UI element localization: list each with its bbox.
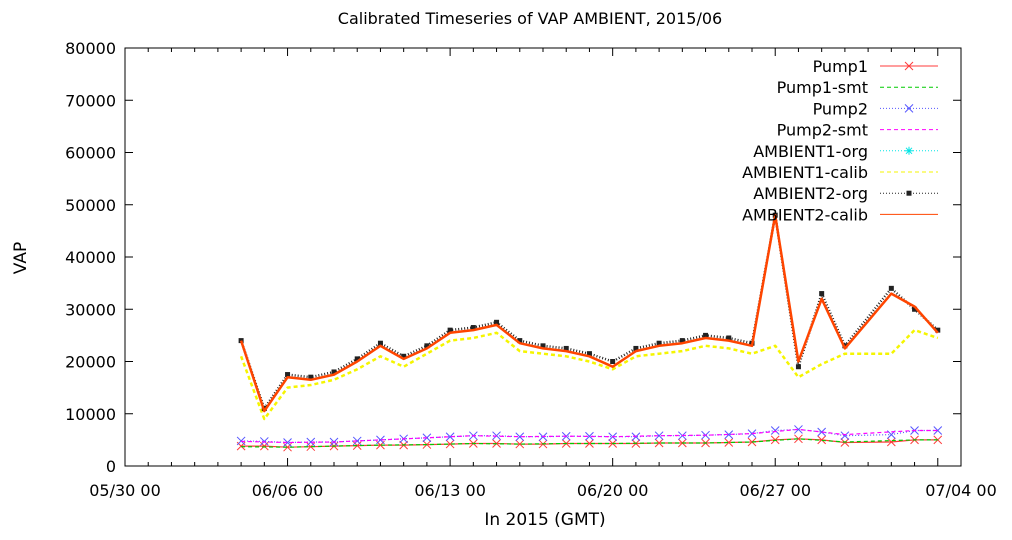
data-point-ambient2-org bbox=[494, 319, 500, 325]
x-axis-label: In 2015 (GMT) bbox=[484, 510, 605, 530]
y-tick-label: 70000 bbox=[65, 91, 116, 110]
y-tick-label: 40000 bbox=[65, 248, 116, 267]
y-tick-label: 60000 bbox=[65, 144, 116, 163]
data-point-pump2 bbox=[794, 425, 803, 434]
legend-label-ambient1-org: AMBIENT1-org bbox=[753, 142, 868, 161]
data-point-ambient2-org bbox=[888, 285, 894, 291]
data-point-ambient2-org bbox=[633, 345, 639, 351]
data-point-ambient2-org bbox=[679, 338, 685, 344]
legend-label-pump1: Pump1 bbox=[813, 57, 868, 76]
data-point-ambient2-org bbox=[424, 343, 430, 349]
data-point-ambient2-org bbox=[285, 372, 291, 378]
data-point-pump1 bbox=[724, 438, 734, 447]
y-tick-label: 10000 bbox=[65, 405, 116, 424]
series-line-ambient2-calib bbox=[239, 213, 939, 413]
data-point-pump1 bbox=[585, 439, 594, 448]
data-point-ambient2-org bbox=[586, 351, 592, 357]
data-point-ambient2-org bbox=[401, 353, 407, 359]
data-point-pump1 bbox=[817, 435, 827, 445]
data-point-pump2 bbox=[352, 436, 362, 446]
data-point-pump1 bbox=[886, 437, 896, 447]
y-axis-label: VAP bbox=[11, 242, 31, 274]
y-tick-label: 50000 bbox=[65, 196, 116, 215]
data-point-pump2 bbox=[770, 426, 780, 435]
data-point-pump2 bbox=[283, 438, 292, 447]
series-layer bbox=[236, 212, 943, 452]
legend-label-pump1-smt: Pump1-smt bbox=[777, 78, 868, 97]
data-point-ambient2-org bbox=[308, 374, 314, 380]
legend-marker-ambient2-org bbox=[906, 190, 912, 196]
x-tick-label: 06/27 00 bbox=[739, 481, 811, 500]
y-tick-label: 0 bbox=[106, 457, 116, 476]
y-tick-label: 80000 bbox=[65, 39, 116, 58]
data-point-ambient2-org bbox=[726, 335, 732, 341]
legend: Pump1 Pump1-smt Pump2 Pump2-smt AMBIENT1-org… bbox=[742, 57, 938, 224]
x-tick-label: 07/04 00 bbox=[925, 481, 997, 500]
legend-marker-pump2 bbox=[904, 104, 914, 113]
data-point-pump2 bbox=[306, 437, 316, 447]
series-line-ambient2-org bbox=[239, 213, 939, 410]
x-tick-label: 06/20 00 bbox=[577, 481, 649, 500]
legend-label-ambient2-org: AMBIENT2-org bbox=[753, 184, 868, 203]
legend-label-ambient1-calib: AMBIENT1-calib bbox=[742, 163, 868, 182]
data-point-ambient2-org bbox=[795, 364, 801, 370]
legend-label-pump2-smt: Pump2-smt bbox=[777, 121, 868, 140]
y-axis-ticks: 0 10000 20000 30000 40000 50000 60000 70000 8000… bbox=[65, 39, 961, 476]
series-line-ambient1-calib bbox=[239, 328, 939, 421]
legend-label-pump2: Pump2 bbox=[813, 99, 868, 118]
data-point-pump1 bbox=[794, 434, 803, 444]
data-point-ambient2-org bbox=[656, 340, 662, 346]
data-point-pump2 bbox=[840, 431, 850, 441]
data-point-ambient2-org bbox=[610, 359, 616, 364]
data-point-ambient2-org bbox=[354, 356, 360, 362]
data-point-pump2 bbox=[585, 431, 594, 441]
y-tick-label: 20000 bbox=[65, 353, 116, 372]
series-line-pump2-smt bbox=[241, 428, 938, 444]
legend-label-ambient2-calib: AMBIENT2-calib bbox=[742, 205, 868, 224]
data-point-pump1 bbox=[747, 437, 757, 447]
data-point-ambient2-org bbox=[447, 327, 453, 333]
legend-marker-pump1 bbox=[904, 61, 914, 71]
legend-marker-ambient1-org bbox=[905, 146, 913, 155]
data-point-pump2 bbox=[515, 432, 525, 442]
data-point-pump1 bbox=[445, 439, 455, 449]
data-point-ambient2-org bbox=[540, 343, 546, 349]
data-point-pump2 bbox=[724, 430, 734, 440]
y-tick-label: 30000 bbox=[65, 300, 116, 319]
data-point-ambient2-org bbox=[470, 325, 476, 331]
x-tick-label: 06/13 00 bbox=[414, 481, 486, 500]
data-point-pump1 bbox=[654, 438, 664, 448]
x-axis-ticks: 05/30 00 06/06 00 06/13 00 06/20 00 06/27 00… bbox=[89, 48, 997, 500]
data-point-ambient2-org bbox=[703, 332, 709, 338]
data-point-pump2 bbox=[445, 432, 455, 442]
chart-title: Calibrated Timeseries of VAP AMBIENT, 20… bbox=[338, 9, 722, 28]
data-point-ambient2-org bbox=[912, 306, 918, 312]
data-point-ambient2-org bbox=[377, 340, 383, 346]
x-tick-label: 06/06 00 bbox=[252, 481, 324, 500]
data-point-ambient2-org bbox=[517, 338, 523, 344]
data-point-pump1 bbox=[515, 439, 525, 449]
data-point-pump2 bbox=[236, 436, 246, 446]
data-point-ambient2-org bbox=[331, 369, 337, 375]
data-point-ambient2-org bbox=[563, 345, 569, 351]
x-tick-label: 05/30 00 bbox=[89, 481, 161, 500]
data-point-pump2 bbox=[933, 426, 943, 435]
data-point-ambient2-org bbox=[935, 327, 941, 333]
data-point-pump2 bbox=[376, 435, 385, 445]
data-point-pump2 bbox=[654, 431, 664, 441]
data-point-ambient2-org bbox=[819, 291, 825, 297]
